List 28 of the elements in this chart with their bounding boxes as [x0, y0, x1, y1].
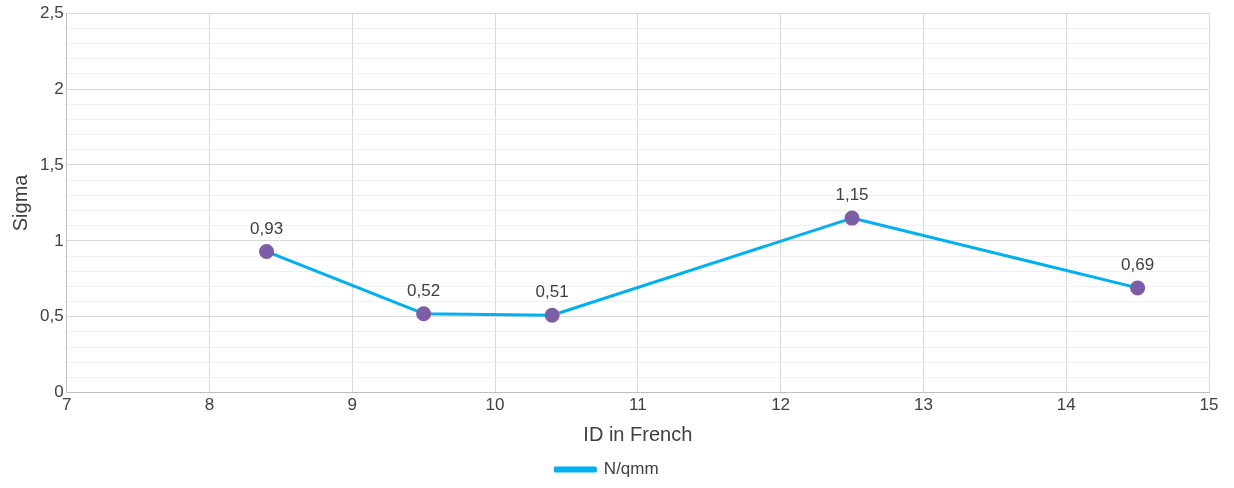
data-label: 0,52	[407, 280, 441, 300]
legend-label: N/qmm	[603, 459, 659, 479]
x-tick-label: 11	[628, 395, 647, 415]
y-tick-label: 1	[54, 230, 64, 250]
point	[544, 307, 560, 323]
data-label: 0,69	[1121, 255, 1155, 275]
x-tick-label: 7	[61, 395, 72, 415]
y-tick-label: 1,5	[39, 154, 64, 174]
y-tick-label: 2,5	[39, 2, 64, 22]
y-axis-title: Sigma	[8, 173, 31, 232]
x-tick-label: 9	[347, 395, 357, 415]
data-label: 0,93	[250, 218, 284, 238]
x-tick-label: 10	[485, 395, 505, 415]
y-tick-label: 0	[54, 382, 64, 402]
data-label: 0,51	[535, 282, 569, 302]
point	[259, 243, 275, 259]
point	[844, 210, 860, 226]
y-tick-label: 0,5	[39, 306, 64, 326]
y-tick-label: 2	[54, 78, 64, 98]
x-axis-title: ID in French	[583, 422, 693, 445]
x-tick-label: 8	[204, 395, 215, 415]
x-tick-label: 12	[771, 395, 791, 415]
point	[416, 306, 432, 322]
x-tick-label: 13	[913, 395, 933, 415]
x-tick-label: 15	[1199, 395, 1219, 415]
data-label: 1,15	[835, 185, 869, 205]
x-tick-label: 14	[1056, 395, 1076, 415]
point	[1130, 280, 1146, 296]
